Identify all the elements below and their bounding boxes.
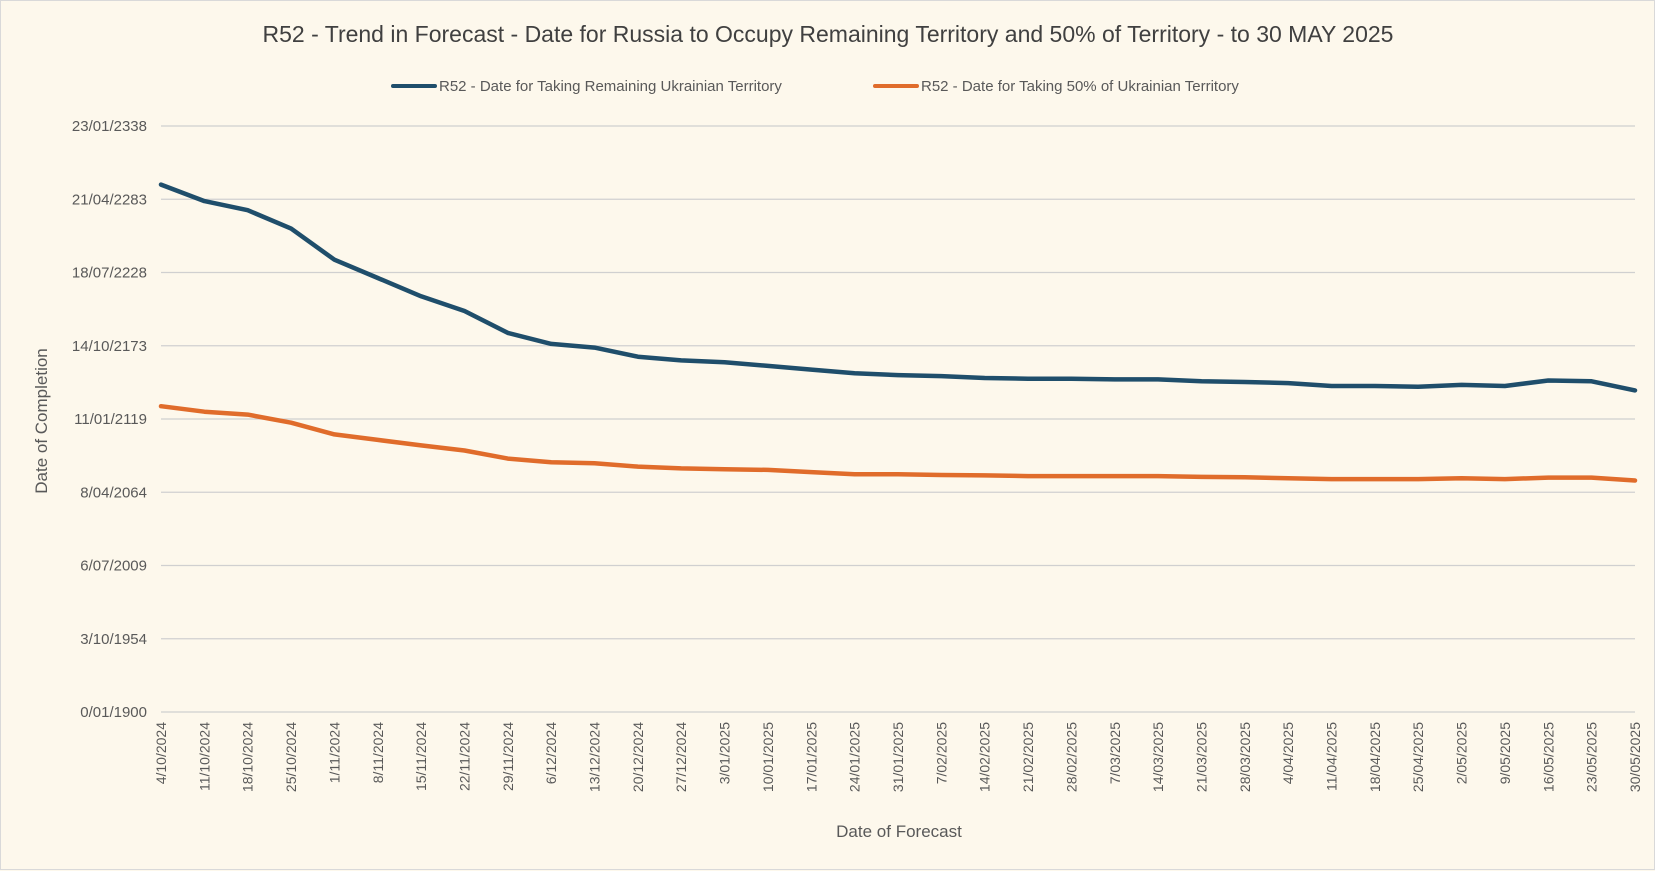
x-tick-label: 25/04/2025: [1410, 722, 1426, 792]
x-tick-label: 3/01/2025: [717, 722, 733, 784]
x-tick-label: 16/05/2025: [1540, 722, 1556, 792]
y-tick-label: 14/10/2173: [72, 338, 147, 355]
x-tick-label: 28/02/2025: [1063, 722, 1079, 792]
y-tick-label: 21/04/2283: [72, 191, 147, 208]
x-tick-label: 10/01/2025: [760, 722, 776, 792]
x-tick-label: 7/03/2025: [1107, 722, 1123, 784]
x-tick-label: 28/03/2025: [1237, 722, 1253, 792]
x-tick-label: 30/05/2025: [1627, 722, 1643, 792]
x-tick-label: 18/04/2025: [1367, 722, 1383, 792]
x-tick-label: 15/11/2024: [413, 722, 429, 791]
y-tick-label: 23/01/2338: [72, 118, 147, 135]
x-tick-label: 25/10/2024: [283, 722, 299, 792]
x-tick-label: 4/10/2024: [153, 722, 169, 784]
y-tick-label: 3/10/1954: [80, 631, 147, 648]
x-axis-tick-labels: 4/10/2024 11/10/2024 18/10/2024 25/10/2024 1…: [153, 722, 1643, 792]
x-tick-label: 17/01/2025: [803, 722, 819, 792]
x-tick-label: 29/11/2024: [500, 722, 516, 791]
x-tick-label: 23/05/2025: [1584, 722, 1600, 792]
legend-label-fifty-percent: R52 - Date for Taking 50% of Ukrainian T…: [921, 78, 1239, 95]
x-tick-label: 1/11/2024: [326, 722, 342, 783]
series-line-fifty-percent-territory: [158, 403, 1638, 483]
x-tick-label: 14/03/2025: [1150, 722, 1166, 792]
x-axis-label: Date of Forecast: [836, 822, 962, 841]
x-tick-label: 6/12/2024: [543, 722, 559, 784]
x-tick-label: 2/05/2025: [1454, 722, 1470, 784]
y-tick-label: 18/07/2228: [72, 265, 147, 282]
x-tick-label: 11/04/2025: [1324, 722, 1340, 791]
x-tick-label: 20/12/2024: [630, 722, 646, 792]
x-tick-label: 21/03/2025: [1193, 722, 1209, 792]
x-tick-label: 27/12/2024: [673, 722, 689, 792]
y-tick-label: 11/01/2119: [74, 411, 147, 428]
chart-title: R52 - Trend in Forecast - Date for Russi…: [263, 21, 1394, 47]
y-axis-label: Date of Completion: [32, 348, 51, 494]
x-tick-label: 21/02/2025: [1020, 722, 1036, 792]
series-line-remaining-territory: [158, 182, 1638, 393]
x-tick-label: 9/05/2025: [1497, 722, 1513, 784]
x-tick-label: 22/11/2024: [456, 722, 472, 791]
y-tick-label: 6/07/2009: [80, 558, 147, 575]
legend-label-remaining: R52 - Date for Taking Remaining Ukrainia…: [439, 78, 782, 95]
x-tick-label: 31/01/2025: [890, 722, 906, 792]
x-tick-label: 14/02/2025: [977, 722, 993, 792]
x-tick-label: 4/04/2025: [1280, 722, 1296, 784]
series-lines: [158, 182, 1638, 483]
x-tick-label: 8/11/2024: [370, 722, 386, 783]
x-tick-label: 18/10/2024: [240, 722, 256, 792]
legend: R52 - Date for Taking Remaining Ukrainia…: [391, 78, 1239, 95]
gridlines: [161, 125, 1635, 713]
y-tick-label: 8/04/2064: [80, 484, 147, 501]
x-tick-label: 7/02/2025: [933, 722, 949, 784]
x-tick-label: 13/12/2024: [587, 722, 603, 792]
x-tick-label: 24/01/2025: [847, 722, 863, 792]
y-axis-tick-labels: 0/01/1900 3/10/1954 6/07/2009 8/04/2064 11/0…: [72, 118, 147, 721]
x-tick-label: 11/10/2024: [196, 722, 212, 791]
y-tick-label: 0/01/1900: [80, 704, 147, 721]
